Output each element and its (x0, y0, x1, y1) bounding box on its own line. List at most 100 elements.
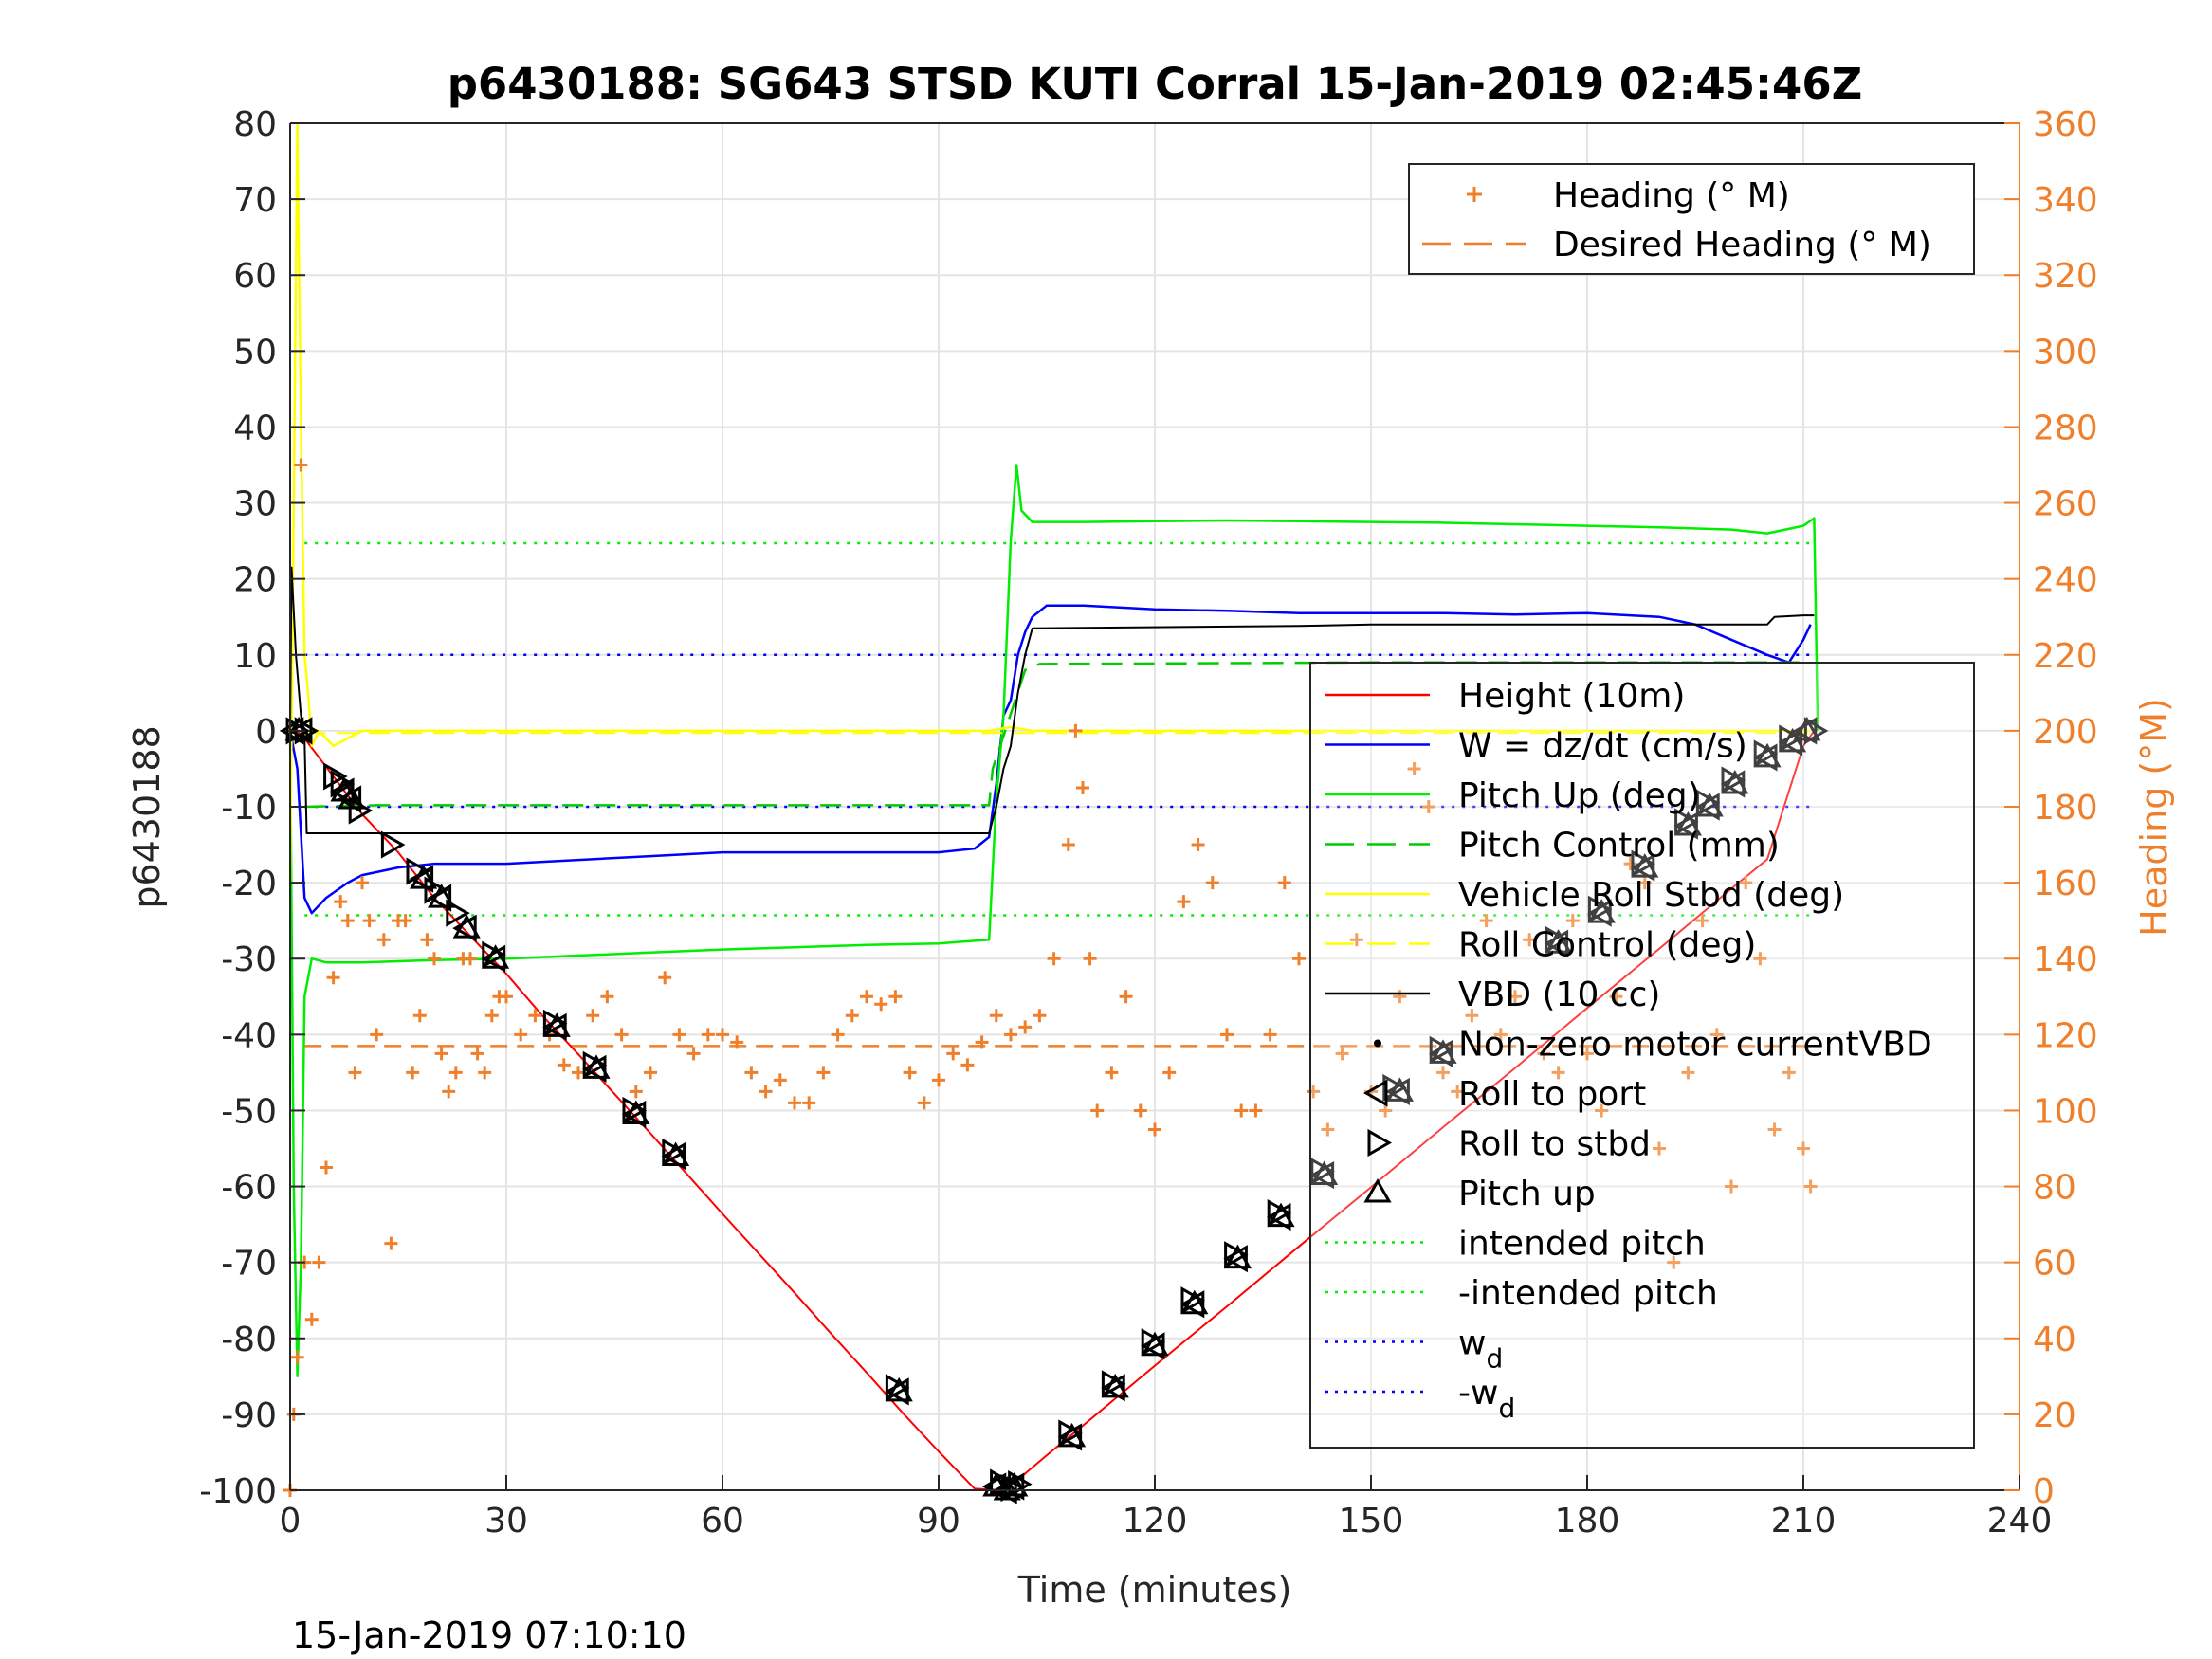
x-tick-label: 60 (701, 1502, 744, 1540)
roll-to-stbd-marker (380, 830, 406, 859)
roll-to-stbd-marker (1382, 1073, 1407, 1102)
footer-timestamp: 15-Jan-2019 07:10:10 (292, 1614, 686, 1656)
y-tick-label: -100 (199, 1472, 277, 1511)
legend-main-label-text: Non-zero motor currentVBD (1458, 1026, 1932, 1065)
pitch-up-marker (338, 784, 366, 810)
roll-to-port-marker (621, 1100, 647, 1129)
heading-point (716, 1028, 729, 1042)
y-tick-label: -20 (221, 865, 277, 903)
roll-to-port-marker (542, 1012, 567, 1041)
roll-to-stbd-marker (330, 770, 356, 798)
heading-point (1090, 1103, 1105, 1118)
reference-lines (304, 541, 1815, 1048)
roll-to-port-marker (1428, 1039, 1453, 1067)
heading-point (744, 1066, 759, 1080)
y-right-tick-label: 40 (2033, 1321, 2076, 1359)
heading-point (1797, 1141, 1810, 1156)
heading-point (1637, 876, 1652, 890)
heading-point (1047, 952, 1061, 966)
y-right-tick-label: 20 (2033, 1396, 2076, 1435)
legend-main: Height (10m) W = dz/dt (cm/s) Pitch Up (de… (1309, 662, 1975, 1449)
heading-point (1667, 1255, 1681, 1269)
x-tick-label: 150 (1339, 1502, 1404, 1540)
heading-point (1595, 1103, 1609, 1118)
heading-point (1162, 1066, 1177, 1080)
roll-to-port-marker (1101, 1374, 1125, 1402)
pitch-up-marker (1141, 1331, 1169, 1357)
roll-to-port-marker (581, 1054, 607, 1083)
heading-point (1537, 1047, 1551, 1061)
y-right-tick-label: 140 (2033, 940, 2098, 979)
legend-main-label-subscript: d (1486, 1343, 1503, 1375)
legend-main-label: -wd (1458, 1374, 1515, 1424)
heading-point (1033, 1009, 1047, 1023)
roll-to-port-marker (1752, 743, 1778, 772)
series-vehicle-roll-stbd-deg (288, 121, 1811, 884)
x-tick-label: 0 (280, 1502, 302, 1540)
heading-point (1133, 1103, 1147, 1118)
roll-to-port-marker (1057, 1423, 1083, 1451)
heading-point (1523, 933, 1537, 947)
heading-point (428, 952, 441, 966)
heading-point (1407, 761, 1421, 775)
legend-main-label: Height (10m) (1458, 677, 1685, 716)
pitch-up-marker (1673, 811, 1702, 836)
pitch-up-marker (284, 716, 313, 741)
heading-point (442, 1085, 456, 1099)
legend-main-label-text: Pitch up (1458, 1175, 1596, 1213)
heading-point (1465, 1009, 1479, 1023)
y-tick-label: 80 (233, 105, 277, 144)
legend-heading-box (1408, 163, 1975, 275)
legend-main-label-text: w (1458, 1324, 1486, 1363)
y-axis-label: p6430188 (126, 725, 168, 908)
heading-point (362, 914, 376, 928)
legend-main-label-text: Pitch Control (mm) (1458, 827, 1780, 866)
legend-symbol-triangle-left (1362, 1079, 1388, 1107)
roll-to-port-marker (481, 944, 506, 973)
x-tick-label: 90 (917, 1502, 960, 1540)
series-pitch-up-deg (288, 464, 1819, 1378)
pitch-up-marker (410, 865, 438, 889)
roll-to-port-marker (1695, 793, 1720, 821)
heading-point (312, 1255, 326, 1269)
legend-main-label: Pitch Control (mm) (1458, 827, 1780, 866)
heading-point (1292, 952, 1306, 966)
heading-point (1335, 1047, 1349, 1061)
heading-point (759, 1085, 773, 1099)
heading-point (1623, 857, 1637, 871)
heading-point (1321, 1122, 1335, 1137)
heading-point (334, 895, 348, 909)
pitch-up-marker (885, 1376, 913, 1402)
heading-point (917, 1096, 931, 1110)
heading-point (1177, 895, 1191, 909)
pitch-up-marker (1631, 853, 1659, 878)
roll-to-port-marker (1266, 1203, 1291, 1231)
heading-point (802, 1096, 816, 1110)
heading-point (730, 1035, 744, 1049)
y-right-tick-label: 320 (2033, 257, 2098, 296)
axes (289, 122, 2020, 1491)
legend-main-label: intended pitch (1458, 1225, 1706, 1264)
y-right-tick-label: 0 (2033, 1472, 2055, 1511)
y-tick-label: 20 (233, 561, 277, 600)
heading-point (514, 1028, 528, 1042)
heading-point (1479, 914, 1493, 928)
roll-to-port-marker (1720, 770, 1746, 798)
legend-main-label-text: intended pitch (1458, 1225, 1706, 1264)
legend-main-label-text: Height (10m) (1458, 677, 1685, 716)
roll-to-port-marker (1179, 1290, 1205, 1319)
pitch-up-marker (1223, 1244, 1252, 1269)
legend-main-label-text: -intended pitch (1458, 1274, 1718, 1313)
y-right-tick-label: 120 (2033, 1016, 2098, 1055)
heading-point (1307, 1085, 1321, 1099)
pitch-up-marker (482, 944, 510, 969)
legend-main-label: Vehicle Roll Stbd (deg) (1458, 876, 1844, 915)
heading-point (1234, 1103, 1249, 1118)
y-tick-label: -90 (221, 1396, 277, 1435)
pitch-up-marker (1779, 727, 1807, 753)
heading-point (1076, 780, 1089, 794)
legend-main-label: -intended pitch (1458, 1274, 1718, 1313)
pitch-up-marker (428, 884, 456, 908)
series-pitch-control-mm (304, 661, 1811, 809)
y-tick-label: 30 (233, 485, 277, 524)
